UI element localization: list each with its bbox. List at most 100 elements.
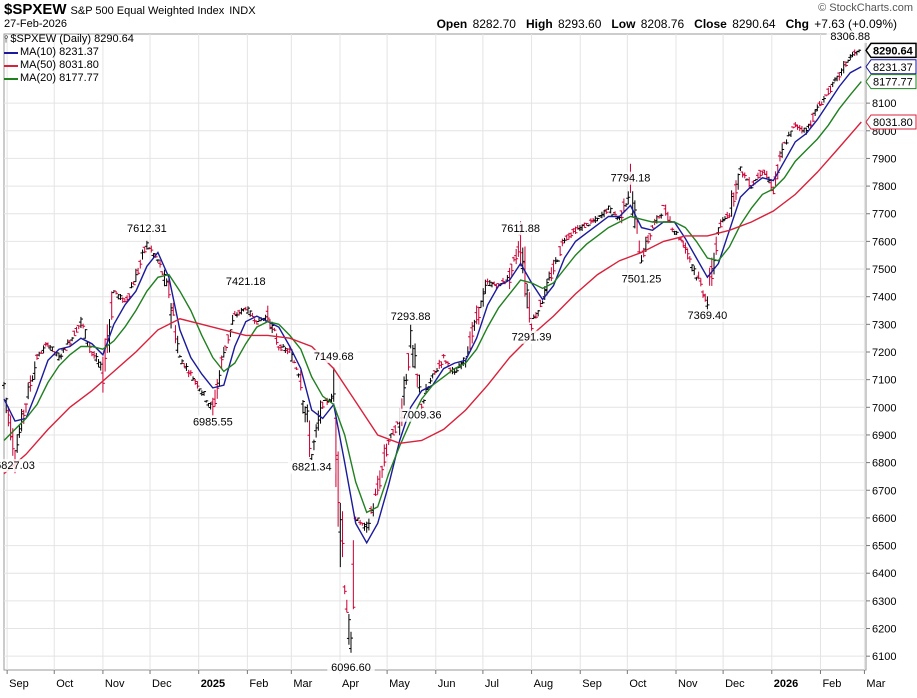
y-tick-label: 7100 xyxy=(872,375,896,387)
x-tick-label: Oct xyxy=(629,678,646,690)
annotation-bg xyxy=(288,460,336,474)
x-tick-label: Jun xyxy=(438,678,456,690)
annotation-bg xyxy=(617,272,666,286)
y-tick-label: 6400 xyxy=(872,568,896,580)
legend-price-label: $SPXEW (Daily) 8290.64 xyxy=(10,33,134,45)
x-tick-label: Apr xyxy=(342,678,359,690)
exchange-label: INDX xyxy=(229,5,256,17)
ma50-value-label: 8031.80 xyxy=(873,117,913,129)
legend-ma20: MA(20) 8177.77 xyxy=(4,72,134,85)
y-tick-label: 6700 xyxy=(872,485,896,497)
y-tick-label: 7700 xyxy=(872,209,896,221)
annotation-bg xyxy=(327,661,375,675)
price-annotation: 8306.88 xyxy=(830,31,870,43)
legend-ma10: MA(10) 8231.37 xyxy=(4,46,134,59)
ohlc-bar-icon: ⫯ xyxy=(4,34,9,45)
stockcharts-logo[interactable]: © StockCharts.com xyxy=(818,2,913,14)
legend-ma10-label: MA(10) 8231.37 xyxy=(20,46,99,58)
y-tick-label: 7200 xyxy=(872,347,896,359)
y-tick-label: 8100 xyxy=(872,98,896,110)
annotation-bg xyxy=(606,171,655,185)
annotation-bg xyxy=(0,459,39,473)
annotation-bg xyxy=(189,415,237,429)
y-tick-label: 6200 xyxy=(872,624,896,636)
x-tick-label: Sep xyxy=(582,678,602,690)
x-tick-label: Dec xyxy=(725,678,745,690)
annotation-bg xyxy=(397,408,446,422)
symbol-title: $SPXEW S&P 500 Equal Weighted Index INDX xyxy=(4,1,256,18)
price-annotation: 7612.31 xyxy=(127,223,167,235)
price-annotation: 7293.88 xyxy=(391,311,431,323)
price-value-tag xyxy=(865,42,917,59)
ma20-value-tag xyxy=(865,74,917,90)
x-tick-label: Jul xyxy=(485,678,499,690)
y-tick-label: 6800 xyxy=(872,458,896,470)
price-annotation: 7369.40 xyxy=(688,310,728,322)
annotation-bg xyxy=(683,309,732,323)
y-tick-label: 7500 xyxy=(872,264,896,276)
x-tick-label: Mar xyxy=(866,678,885,690)
high-value: 8293.60 xyxy=(558,17,602,31)
annotation-bg xyxy=(386,310,435,324)
ma10-value-tag xyxy=(865,59,917,75)
x-tick-label: 2026 xyxy=(774,678,798,690)
ma50-line xyxy=(3,121,862,475)
chart-legend: ⫯ $SPXEW (Daily) 8290.64 MA(10) 8231.37 M… xyxy=(4,33,134,85)
ma50-value-tag xyxy=(865,114,917,130)
y-tick-label: 6600 xyxy=(872,513,896,525)
change-value: +7.63 (+0.09%) xyxy=(814,17,897,31)
x-tick-label: Feb xyxy=(822,678,841,690)
ma20-line xyxy=(3,81,862,514)
ohlc-readout: Open 8282.70 High 8293.60 Low 8208.76 Cl… xyxy=(437,17,897,31)
symbol-description: S&P 500 Equal Weighted Index xyxy=(70,5,225,17)
x-tick-label: Feb xyxy=(249,678,268,690)
price-annotation: 7501.25 xyxy=(622,274,662,286)
price-annotation: 6985.55 xyxy=(193,416,233,428)
price-annotation: 7421.18 xyxy=(226,276,266,288)
legend-ma50-label: MA(50) 8031.80 xyxy=(20,59,99,71)
price-value-label: 8290.64 xyxy=(873,45,914,57)
annotation-bg xyxy=(507,330,556,344)
price-annotation: 7611.88 xyxy=(501,223,540,235)
open-label: Open xyxy=(436,17,468,31)
close-value: 8290.64 xyxy=(732,17,776,31)
annotation-bg xyxy=(310,349,358,363)
x-tick-label: Oct xyxy=(56,678,73,690)
x-tick-label: Aug xyxy=(534,678,554,690)
open-value: 8282.70 xyxy=(472,17,516,31)
change-label: Chg xyxy=(785,17,809,31)
y-tick-label: 6100 xyxy=(872,651,896,663)
x-tick-label: Dec xyxy=(152,678,172,690)
annotation-bg xyxy=(496,222,545,236)
y-tick-label: 7800 xyxy=(872,181,896,193)
x-tick-label: May xyxy=(389,678,410,690)
chart-header: $SPXEW S&P 500 Equal Weighted Index INDX 2… xyxy=(0,0,917,32)
y-tick-label: 7900 xyxy=(872,153,896,165)
legend-ma50: MA(50) 8031.80 xyxy=(4,59,134,72)
y-tick-label: 6300 xyxy=(872,596,896,608)
symbol: $SPXEW xyxy=(4,1,67,18)
low-value: 8208.76 xyxy=(640,17,685,31)
chart-date: 27-Feb-2026 xyxy=(4,18,67,30)
annotation-bg xyxy=(123,221,171,235)
y-tick-label: 6900 xyxy=(872,430,896,442)
price-annotation: 6821.34 xyxy=(292,462,332,474)
y-tick-label: 7600 xyxy=(872,236,896,248)
high-label: High xyxy=(525,17,553,31)
low-label: Low xyxy=(611,17,636,31)
ma10-value-label: 8231.37 xyxy=(873,62,913,74)
price-annotation: 7009.36 xyxy=(402,410,442,422)
ma20-value-label: 8177.77 xyxy=(873,77,913,89)
price-annotation: 7149.68 xyxy=(314,351,354,363)
ma10-swatch xyxy=(4,51,18,54)
price-annotation: 6827.03 xyxy=(0,460,35,472)
y-tick-label: 6500 xyxy=(872,541,896,553)
price-annotation: 6096.60 xyxy=(331,662,371,674)
annotation-bg xyxy=(826,29,874,43)
ma20-swatch xyxy=(4,77,18,80)
price-annotation: 7794.18 xyxy=(611,173,651,185)
legend-price: ⫯ $SPXEW (Daily) 8290.64 xyxy=(4,33,134,46)
x-tick-label: 2025 xyxy=(201,678,225,690)
x-tick-label: Nov xyxy=(105,678,125,690)
